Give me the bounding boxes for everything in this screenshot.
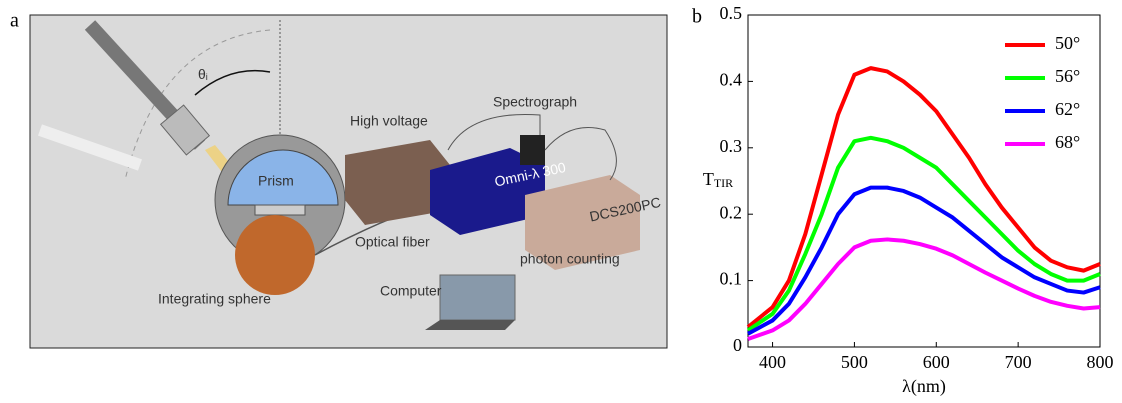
figure: a b θi Prism High voltage Spectrograph O… — [0, 0, 1122, 403]
mount — [255, 205, 305, 215]
detector — [520, 135, 545, 165]
legend-label: 68° — [1055, 132, 1080, 152]
label: TIR — [714, 176, 733, 190]
label: T — [703, 169, 714, 189]
x-tick-label: 500 — [841, 352, 868, 372]
plot-frame — [748, 15, 1100, 347]
legend-label: 62° — [1055, 99, 1080, 119]
series-line — [748, 239, 1100, 339]
label: Computer — [380, 283, 442, 299]
y-tick-label: 0.3 — [720, 136, 743, 156]
panel-label: b — [692, 6, 702, 28]
label: Spectrograph — [493, 94, 577, 110]
label: High voltage — [350, 113, 428, 129]
diagram: θi Prism High voltage Spectrograph Omni-… — [30, 15, 667, 348]
x-tick-label: 600 — [923, 352, 950, 372]
label: Prism — [258, 173, 294, 189]
y-tick-label: 0.2 — [720, 202, 743, 222]
y-tick-label: 0.4 — [720, 70, 743, 90]
label: i — [206, 72, 208, 82]
y-axis-label: TTIR — [703, 169, 733, 190]
sphere — [235, 215, 315, 295]
panel-label: a — [10, 10, 19, 32]
legend-label: 56° — [1055, 66, 1080, 86]
laptop-base — [425, 320, 515, 330]
label: θ — [198, 66, 206, 82]
y-tick-label: 0 — [733, 335, 742, 355]
laptop-screen — [440, 275, 515, 320]
y-tick-label: 0.5 — [720, 3, 743, 23]
y-tick-label: 0.1 — [720, 269, 743, 289]
label: photon counting — [520, 251, 620, 267]
x-tick-label: 700 — [1005, 352, 1032, 372]
x-axis-label: λ(nm) — [902, 376, 946, 397]
x-tick-label: 800 — [1087, 352, 1114, 372]
label: Integrating sphere — [158, 291, 271, 307]
x-tick-label: 400 — [759, 352, 786, 372]
page: a b θi Prism High voltage Spectrograph O… — [0, 0, 1122, 403]
label: Optical fiber — [355, 234, 430, 250]
legend-label: 50° — [1055, 33, 1080, 53]
